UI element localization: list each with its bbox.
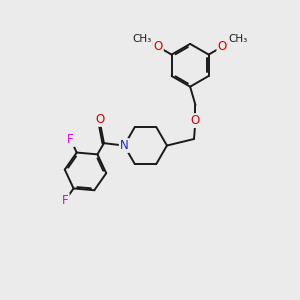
Text: CH₃: CH₃	[228, 34, 248, 44]
Text: O: O	[96, 113, 105, 126]
Text: F: F	[68, 133, 74, 146]
Text: O: O	[218, 40, 227, 53]
Text: CH₃: CH₃	[133, 34, 152, 44]
Text: O: O	[154, 40, 163, 53]
Text: N: N	[120, 139, 128, 152]
Text: O: O	[191, 114, 200, 127]
Text: F: F	[62, 194, 69, 207]
